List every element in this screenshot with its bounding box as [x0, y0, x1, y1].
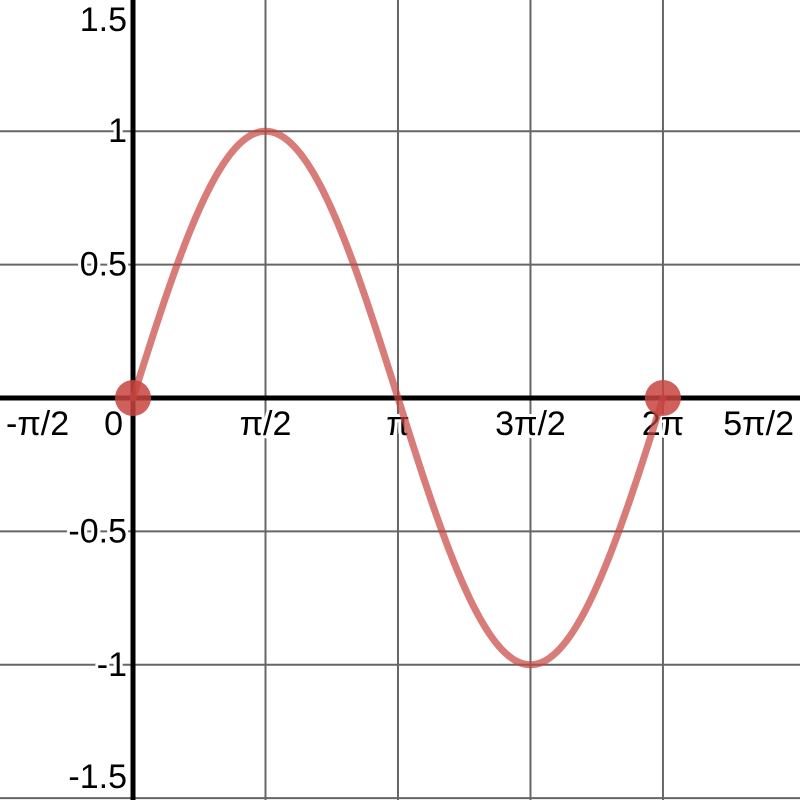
point-2pi[interactable] [644, 379, 681, 416]
y-tick-label-0.5: 0.5 [80, 246, 127, 284]
y-tick-label--1.5: -1.5 [68, 758, 127, 796]
x-tick-label--π/2: -π/2 [6, 405, 69, 443]
sine-curve[interactable] [129, 127, 667, 669]
x-tick-label-5π/2: 5π/2 [723, 405, 794, 443]
y-tick-label--1: -1 [97, 646, 127, 684]
y-tick-label-1.5: 1.5 [80, 1, 127, 39]
point-origin[interactable] [115, 379, 152, 416]
y-tick-label--0.5: -0.5 [68, 512, 127, 550]
x-tick-label-π/2: π/2 [240, 405, 292, 443]
y-tick-label-1: 1 [108, 112, 127, 150]
x-tick-label-0: 0 [104, 405, 123, 443]
x-tick-label-3π/2: 3π/2 [495, 405, 566, 443]
